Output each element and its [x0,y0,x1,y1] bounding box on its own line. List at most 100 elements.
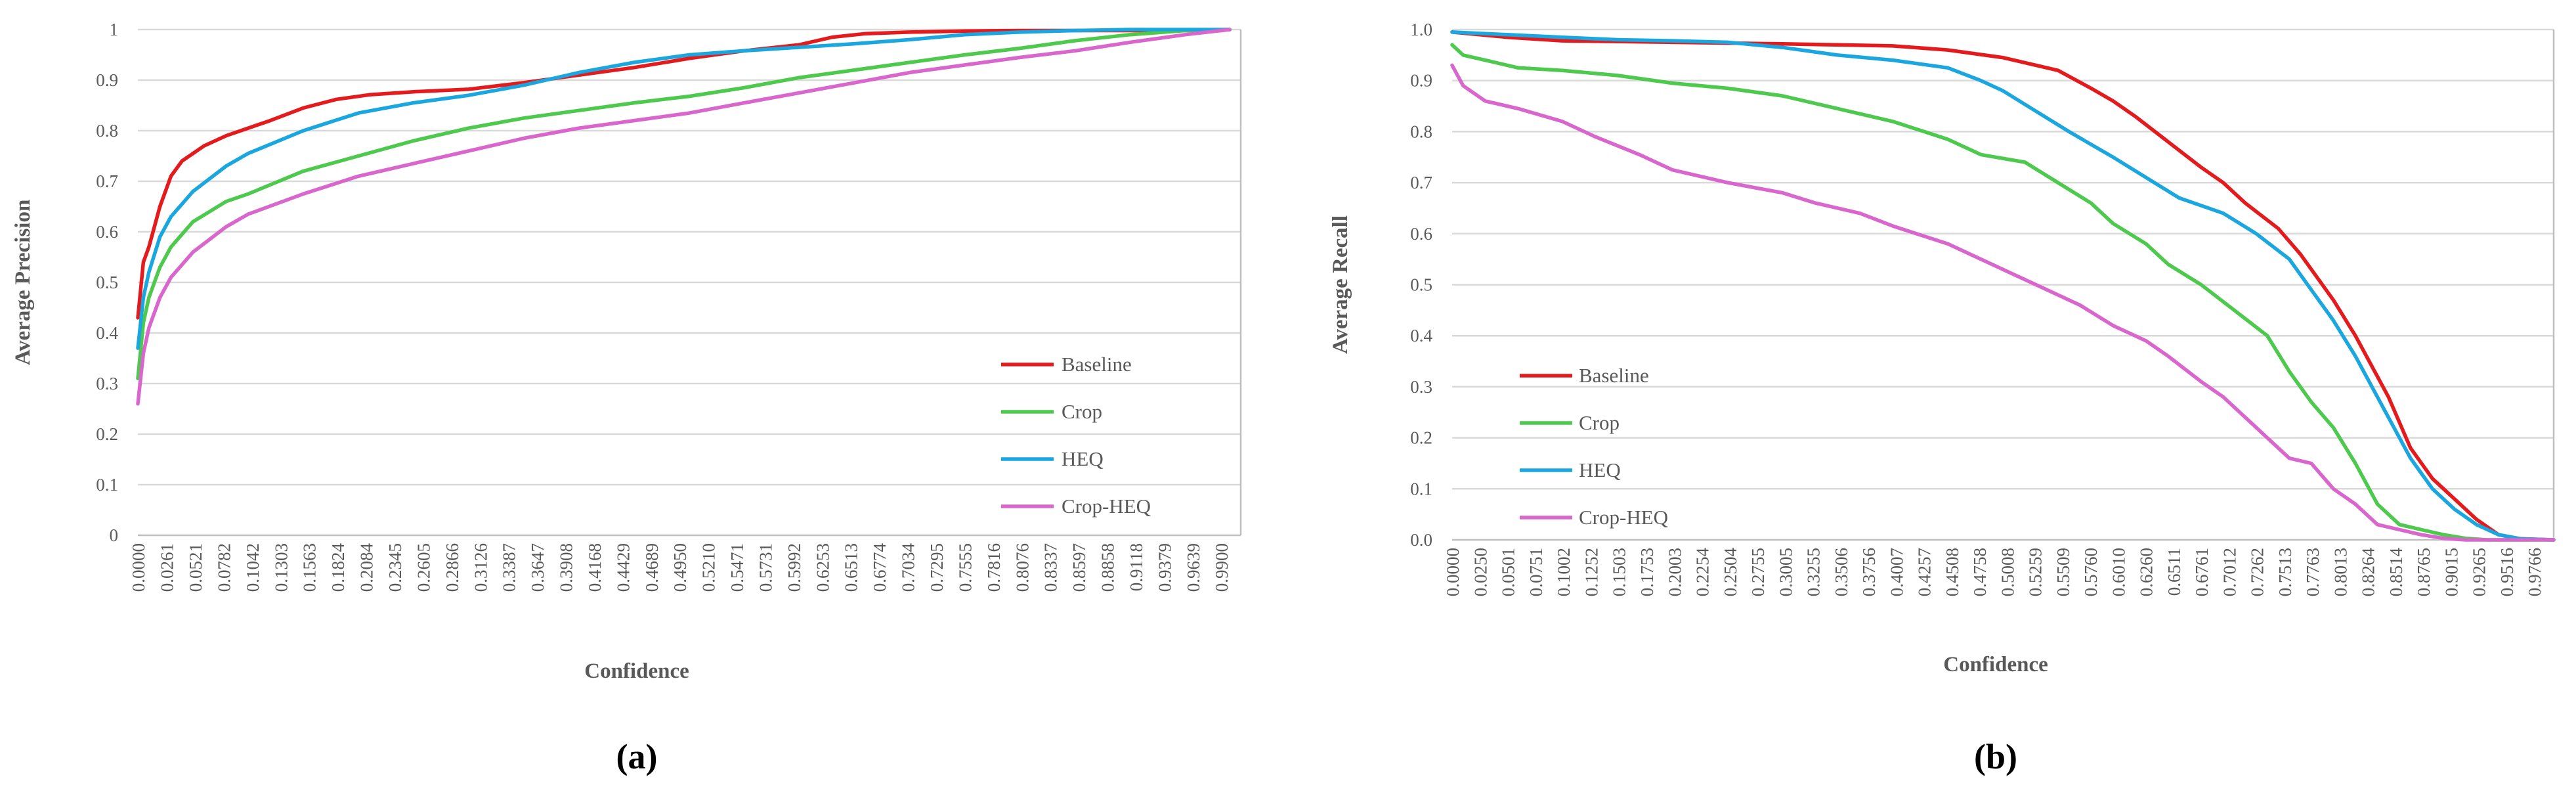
panel-b-y-tick: 0.7 [1410,173,1432,192]
panel-b-y-tick: 0.3 [1410,377,1432,397]
panel-b-series-heq [1450,30,2556,542]
panel-b-x-tick: 0.9265 [2470,548,2489,596]
panel-b-x-tick: 0.4007 [1887,548,1906,596]
panel-b-x-tick: 0.6010 [2109,548,2128,596]
panel-a-x-tick: 0.6513 [842,543,861,592]
panel-b-x-tick: 0.0751 [1526,548,1546,596]
panel-b-label: (b) [1974,737,2017,776]
panel-a-x-tick: 0.8597 [1069,543,1089,592]
panel-a-y-tick: 1 [110,20,119,39]
panel-a-y-tick: 0.8 [96,121,118,141]
panel-b-x-tick: 0.9766 [2525,548,2544,596]
panel-b-y-tick: 1.0 [1410,20,1432,39]
panel-b-y-ticks: 0.0 0.1 0.2 0.3 0.4 0.5 0.6 0.7 0.8 0.9 … [1410,20,1432,550]
panel-a-x-tick: 0.7555 [955,543,975,592]
panel-a-x-tick: 0.1303 [271,543,291,592]
panel-b-x-tick: 0.8264 [2359,548,2378,597]
panel-b-x-tick: 0.8013 [2330,548,2350,596]
panel-b-series-baseline [1450,30,2556,542]
panel-a-y-ticks: 0 0.1 0.2 0.3 0.4 0.5 0.6 0.7 0.8 0.9 1 [96,20,118,545]
panel-a-y-tick: 0 [110,525,119,545]
panel-b-x-tick: 0.7262 [2248,548,2267,596]
panel-a-x-axis-title: Confidence [584,659,689,683]
panel-b-x-tick: 0.6761 [2192,548,2212,596]
panel-b-x-tick: 0.8765 [2414,548,2434,596]
panel-b-x-tick: 0.4257 [1915,548,1935,596]
panel-b-x-tick: 0.5509 [2053,548,2073,596]
panel-b-x-tick: 0.7763 [2303,548,2323,596]
panel-b-x-tick: 0.3255 [1804,548,1824,596]
panel-b-x-tick: 0.9516 [2497,548,2517,596]
panel-a-y-tick: 0.3 [96,374,118,393]
panel-b-x-tick: 0.3005 [1776,548,1795,596]
panel-b-series [1450,30,2556,542]
panel-a-x-tick: 0.1824 [328,543,348,592]
panel-a-x-tick: 0.4950 [670,543,690,592]
panel-a-x-tick: 0.1563 [300,543,320,592]
panel-a-x-tick: 0.4168 [585,543,605,592]
panel-b-legend-label: HEQ [1579,458,1621,481]
panel-b-x-tick: 0.1252 [1581,548,1601,596]
panel-a-x-tick: 0.4429 [613,543,633,592]
panel-b-x-tick: 0.8514 [2386,548,2406,597]
panel-a-y-tick: 0.1 [96,475,118,495]
panel-a-legend: Baseline Crop HEQ Crop-HEQ [1001,353,1151,518]
panel-a-x-tick: 0.5992 [784,543,804,592]
panel-a-legend-label: Baseline [1062,353,1132,376]
panel-b-x-tick: 0.5760 [2081,548,2101,596]
panel-b-grid [1452,28,2555,541]
panel-b-series-crop [1450,43,2556,542]
panel-a-x-tick: 0.0521 [186,543,205,592]
panel-b-x-tick: 0.3506 [1832,548,1851,596]
panel-a-legend-label: HEQ [1062,447,1104,470]
panel-b-x-tick: 0.1002 [1554,548,1574,596]
panel-a-x-tick: 0.0782 [214,543,234,592]
panel-a-x-tick: 0.3126 [471,543,490,592]
panel-b-x-axis-title: Confidence [1943,653,2048,676]
panel-a-x-tick: 0.4689 [642,543,662,592]
panel-a-x-tick: 0.9639 [1184,543,1203,592]
panel-b-x-tick: 0.4508 [1943,548,1962,596]
panel-a-x-tick: 0.2345 [385,543,405,592]
panel-b-x-tick: 0.7012 [2220,548,2239,596]
panel-a-x-tick: 0.0000 [129,543,148,592]
panel-a-x-tick: 0.3387 [500,543,519,592]
panel-b-x-tick: 0.0250 [1470,548,1490,596]
panel-a-series [136,28,1232,406]
panel-b-x-tick: 0.2254 [1693,548,1713,597]
panel-b-legend-label: Baseline [1579,364,1649,387]
panel-a-series-crop [136,28,1232,381]
panel-a-x-tick: 0.2605 [414,543,433,592]
panel-a-x-tick: 0.2866 [442,543,462,592]
panel-a-x-tick: 0.9118 [1127,543,1146,591]
panel-b: 0.0 0.1 0.2 0.3 0.4 0.5 0.6 0.7 0.8 0.9 … [1329,20,2556,776]
panel-a-x-tick: 0.0261 [158,543,177,592]
panel-a-x-tick: 0.2084 [357,543,377,592]
panel-b-y-tick: 0.4 [1410,326,1432,345]
panel-b-x-tick: 0.5259 [2026,548,2046,596]
panel-a-x-tick: 0.6253 [813,543,832,592]
panel-b-x-tick: 0.1753 [1637,548,1657,596]
panel-a-legend-label: Crop [1062,400,1102,423]
panel-b-x-tick: 0.9015 [2441,548,2461,596]
panel-a-x-tick: 0.3908 [557,543,576,592]
panel-b-legend-label: Crop [1579,411,1620,434]
panel-a-x-tick: 0.7034 [899,543,918,592]
panel-a-series-crop-heq [136,28,1232,406]
panel-a-label: (a) [616,737,658,776]
panel-a-series-baseline [136,28,1232,320]
panel-a-x-ticks: 0.0000 0.0261 0.0521 0.0782 0.1042 0.1303 0.15… [129,543,1232,592]
panel-b-y-axis-title: Average Recall [1329,215,1352,354]
panel-b-x-tick: 0.2755 [1748,548,1768,596]
panel-b-series-crop-heq [1450,63,2556,542]
panel-a-y-tick: 0.5 [96,273,118,292]
panel-b-y-tick: 0.8 [1410,122,1432,141]
panel-a-x-tick: 0.6774 [870,543,890,592]
panel-b-x-tick: 0.1503 [1610,548,1629,596]
panel-a-y-tick: 0.7 [96,171,118,191]
panel-b-y-tick: 0.5 [1410,275,1432,295]
panel-a-x-tick: 0.8858 [1098,543,1118,592]
panel-b-x-tick: 0.6260 [2137,548,2157,596]
panel-b-y-tick: 0.1 [1410,479,1432,498]
